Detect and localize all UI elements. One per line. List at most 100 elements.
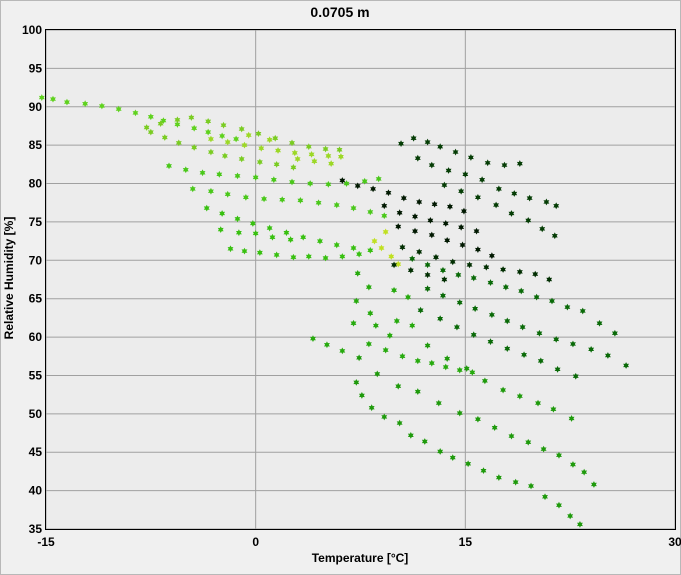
data-point	[147, 113, 154, 121]
y-tick-label: 60	[29, 330, 43, 344]
data-point	[433, 253, 439, 261]
data-point	[456, 299, 463, 306]
data-point	[508, 432, 515, 440]
data-point	[570, 461, 576, 468]
data-point	[416, 198, 423, 206]
y-axis-label: Relative Humidity [%]	[2, 217, 16, 340]
data-point	[350, 319, 357, 327]
y-tick-label: 70	[29, 253, 43, 267]
data-point	[386, 332, 393, 339]
plot-area	[45, 29, 676, 530]
data-point	[147, 128, 154, 136]
data-point	[333, 201, 340, 209]
data-point	[391, 261, 397, 269]
data-point	[470, 274, 477, 282]
data-point	[308, 150, 315, 158]
data-point	[64, 98, 70, 106]
data-point	[553, 202, 560, 210]
data-point	[479, 176, 486, 184]
data-point	[445, 167, 452, 174]
data-point	[567, 512, 574, 520]
data-point	[358, 392, 365, 399]
data-point	[143, 124, 150, 131]
data-point	[550, 405, 557, 413]
data-point	[205, 117, 212, 125]
data-point	[458, 187, 465, 195]
data-point	[157, 120, 164, 128]
data-point	[174, 116, 181, 124]
data-point	[289, 178, 295, 186]
data-point	[474, 415, 481, 423]
data-point	[596, 319, 603, 327]
data-point	[539, 225, 546, 233]
data-point	[381, 413, 388, 421]
data-point	[354, 182, 361, 190]
data-point	[463, 365, 470, 372]
data-point	[381, 202, 388, 210]
data-point	[307, 180, 314, 187]
data-point	[328, 160, 335, 167]
data-point	[488, 311, 495, 319]
data-point	[279, 196, 286, 204]
data-point	[444, 236, 451, 244]
data-point	[537, 357, 544, 365]
data-point	[474, 193, 481, 201]
y-tick-label: 35	[29, 522, 43, 536]
data-point	[405, 293, 411, 301]
data-point	[207, 187, 214, 195]
data-point	[289, 139, 295, 147]
data-point	[518, 287, 525, 295]
data-point	[502, 283, 509, 291]
data-point	[290, 253, 297, 261]
x-axis-label: Temperature [°C]	[312, 551, 409, 565]
data-point	[481, 377, 488, 385]
data-point	[556, 501, 562, 509]
data-point	[174, 121, 181, 128]
data-point	[508, 210, 515, 217]
data-point	[160, 117, 167, 124]
y-tick-label: 45	[29, 445, 43, 459]
data-point	[577, 520, 583, 528]
data-point	[553, 335, 560, 343]
data-point	[462, 170, 469, 178]
data-point	[500, 386, 507, 394]
data-point	[395, 382, 402, 390]
data-point	[409, 255, 416, 263]
data-point	[337, 153, 344, 161]
data-point	[343, 180, 350, 187]
data-point	[542, 493, 548, 501]
data-point	[399, 352, 406, 360]
data-point	[568, 415, 575, 422]
data-point	[235, 229, 242, 237]
data-point	[424, 285, 431, 293]
data-point	[424, 138, 431, 146]
data-point	[221, 152, 228, 160]
data-point	[388, 253, 395, 260]
y-tick-label: 65	[29, 292, 43, 306]
data-point	[339, 253, 346, 260]
data-point	[297, 197, 304, 204]
x-tick-label: 0	[252, 535, 259, 549]
data-point	[367, 309, 374, 317]
data-point	[526, 194, 533, 202]
data-point	[166, 162, 172, 170]
data-point	[444, 355, 451, 362]
data-point	[381, 212, 388, 220]
x-tick-label: 15	[459, 535, 473, 549]
data-point	[305, 253, 312, 260]
data-point	[512, 478, 519, 486]
data-point	[554, 365, 561, 373]
data-point	[442, 220, 449, 227]
data-point	[428, 359, 435, 367]
data-point	[310, 335, 316, 343]
y-tick-label: 90	[29, 100, 43, 114]
y-tick-label: 55	[29, 368, 43, 382]
data-point	[233, 135, 240, 143]
data-point	[456, 409, 463, 417]
data-point	[455, 271, 462, 279]
data-point	[412, 213, 418, 220]
data-point	[175, 139, 182, 147]
data-point	[322, 254, 329, 262]
data-point	[238, 155, 245, 163]
